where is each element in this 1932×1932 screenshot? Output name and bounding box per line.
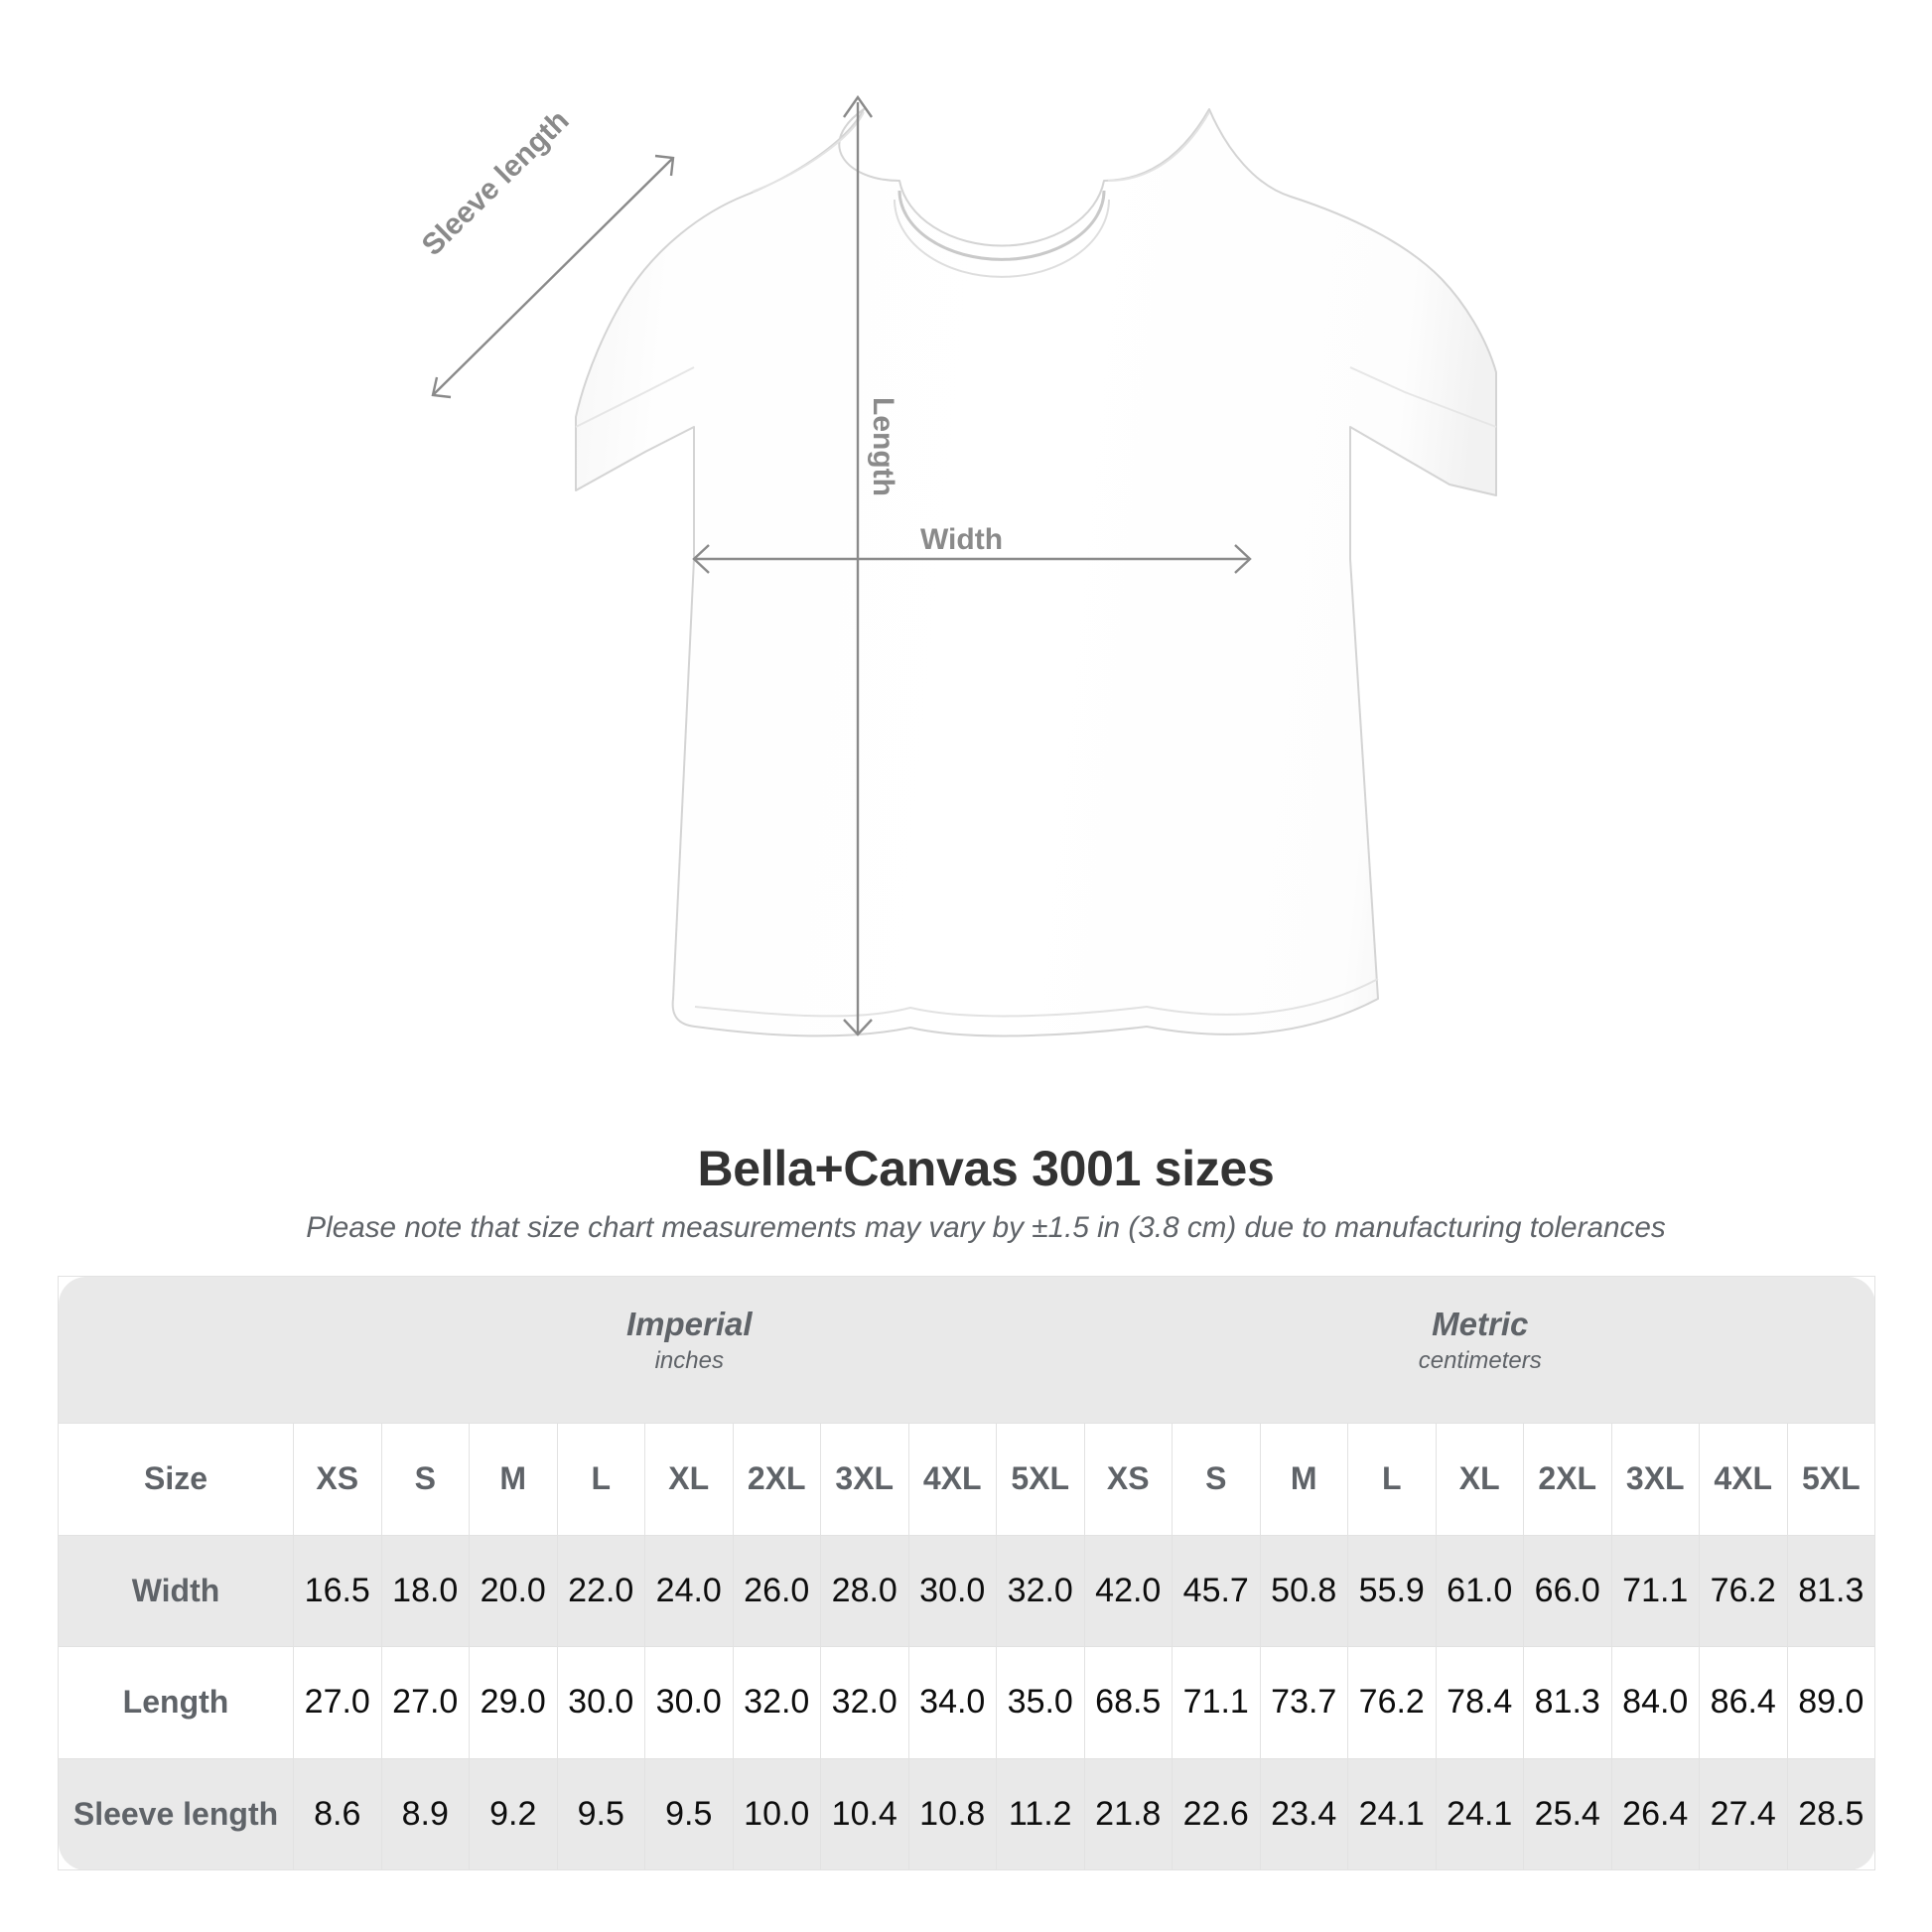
svg-text:Length: Length: [867, 397, 899, 496]
svg-text:Sleeve length: Sleeve length: [416, 104, 576, 262]
svg-text:Width: Width: [920, 523, 1003, 556]
